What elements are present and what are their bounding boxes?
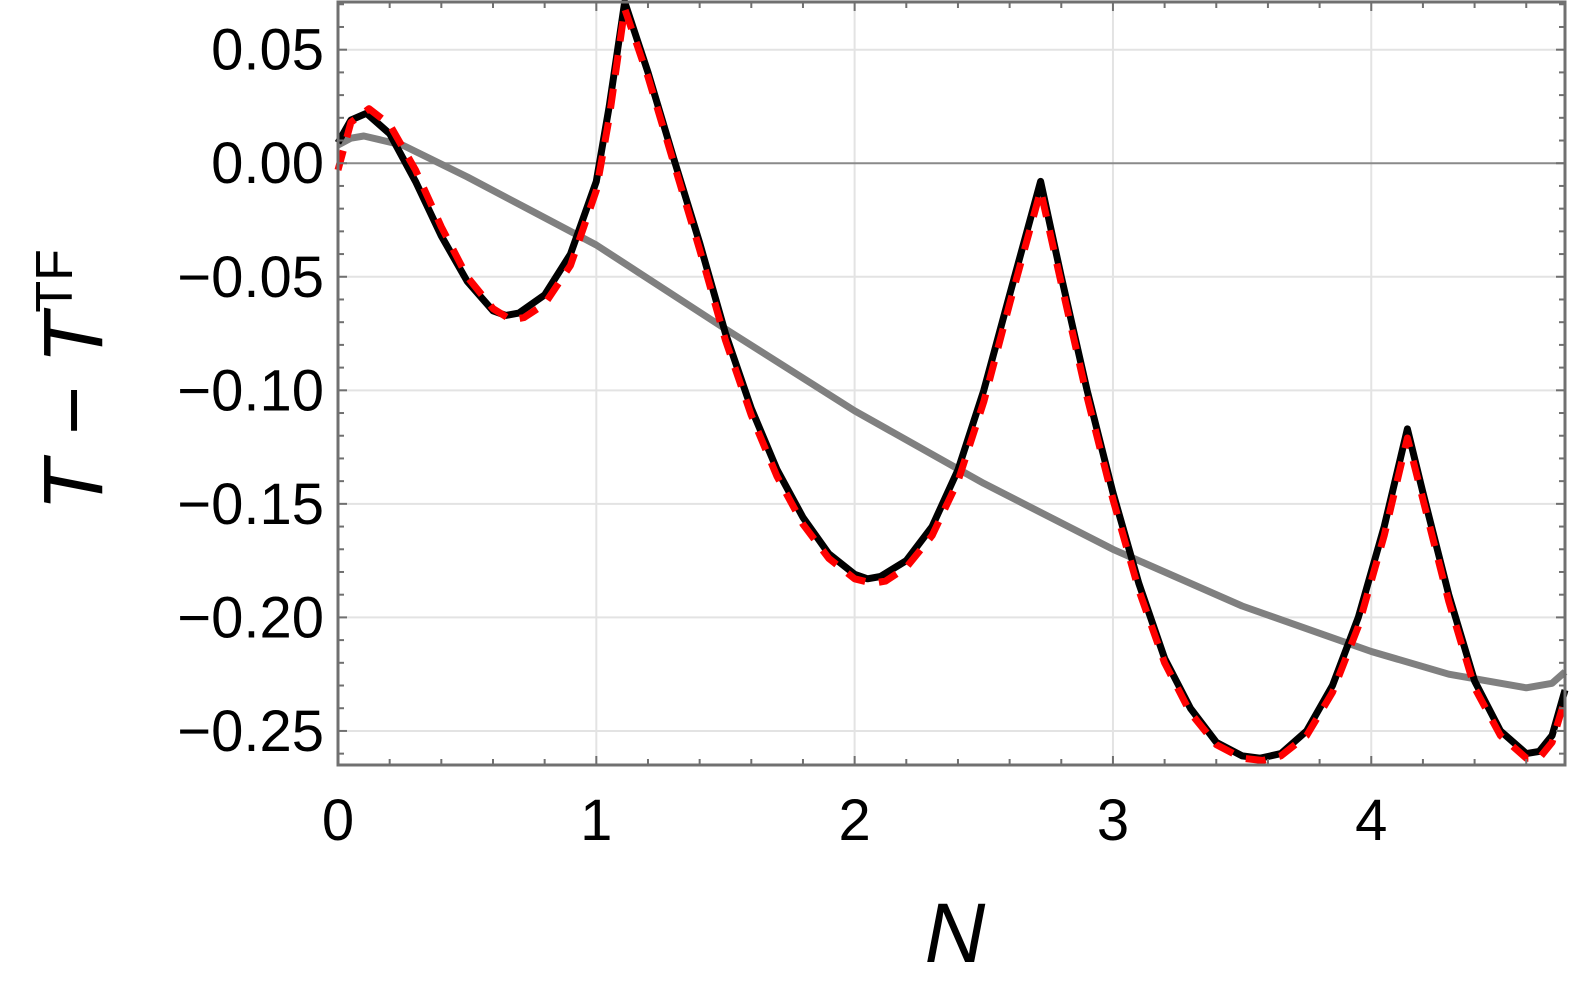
series-line-red-dashed	[334, 5, 1569, 764]
x-tick-label: 2	[838, 788, 870, 853]
ticks	[337, 2, 1565, 765]
y-tick-labels: 0.05 0.00 −0.05 −0.10 −0.15 −0.20 −0.25	[177, 18, 324, 764]
y-axis-title: T − TTF	[26, 249, 120, 511]
x-tick-labels: 0 1 2 3 4	[322, 788, 1388, 853]
series-group	[334, 0, 1569, 764]
y-tick-label: 0.05	[211, 18, 324, 83]
x-tick-label: 3	[1097, 788, 1129, 853]
y-tick-label: −0.20	[177, 585, 324, 650]
y-tick-label: 0.00	[211, 131, 324, 196]
y-tick-label: −0.05	[177, 245, 324, 310]
x-axis-title: N	[925, 886, 986, 980]
plot-frame	[336, 0, 1567, 767]
y-axis-title-main: T − T	[26, 307, 120, 511]
y-tick-label: −0.15	[177, 472, 324, 537]
y-axis-title-sup: TF	[26, 249, 84, 313]
series-line-black	[334, 0, 1569, 762]
grid	[338, 2, 1565, 765]
y-tick-label: −0.25	[177, 699, 324, 764]
x-tick-label: 4	[1355, 788, 1387, 853]
x-tick-label: 0	[322, 788, 354, 853]
x-tick-label: 1	[580, 788, 612, 853]
series-line-gray	[336, 132, 1568, 692]
y-tick-label: −0.10	[177, 358, 324, 423]
